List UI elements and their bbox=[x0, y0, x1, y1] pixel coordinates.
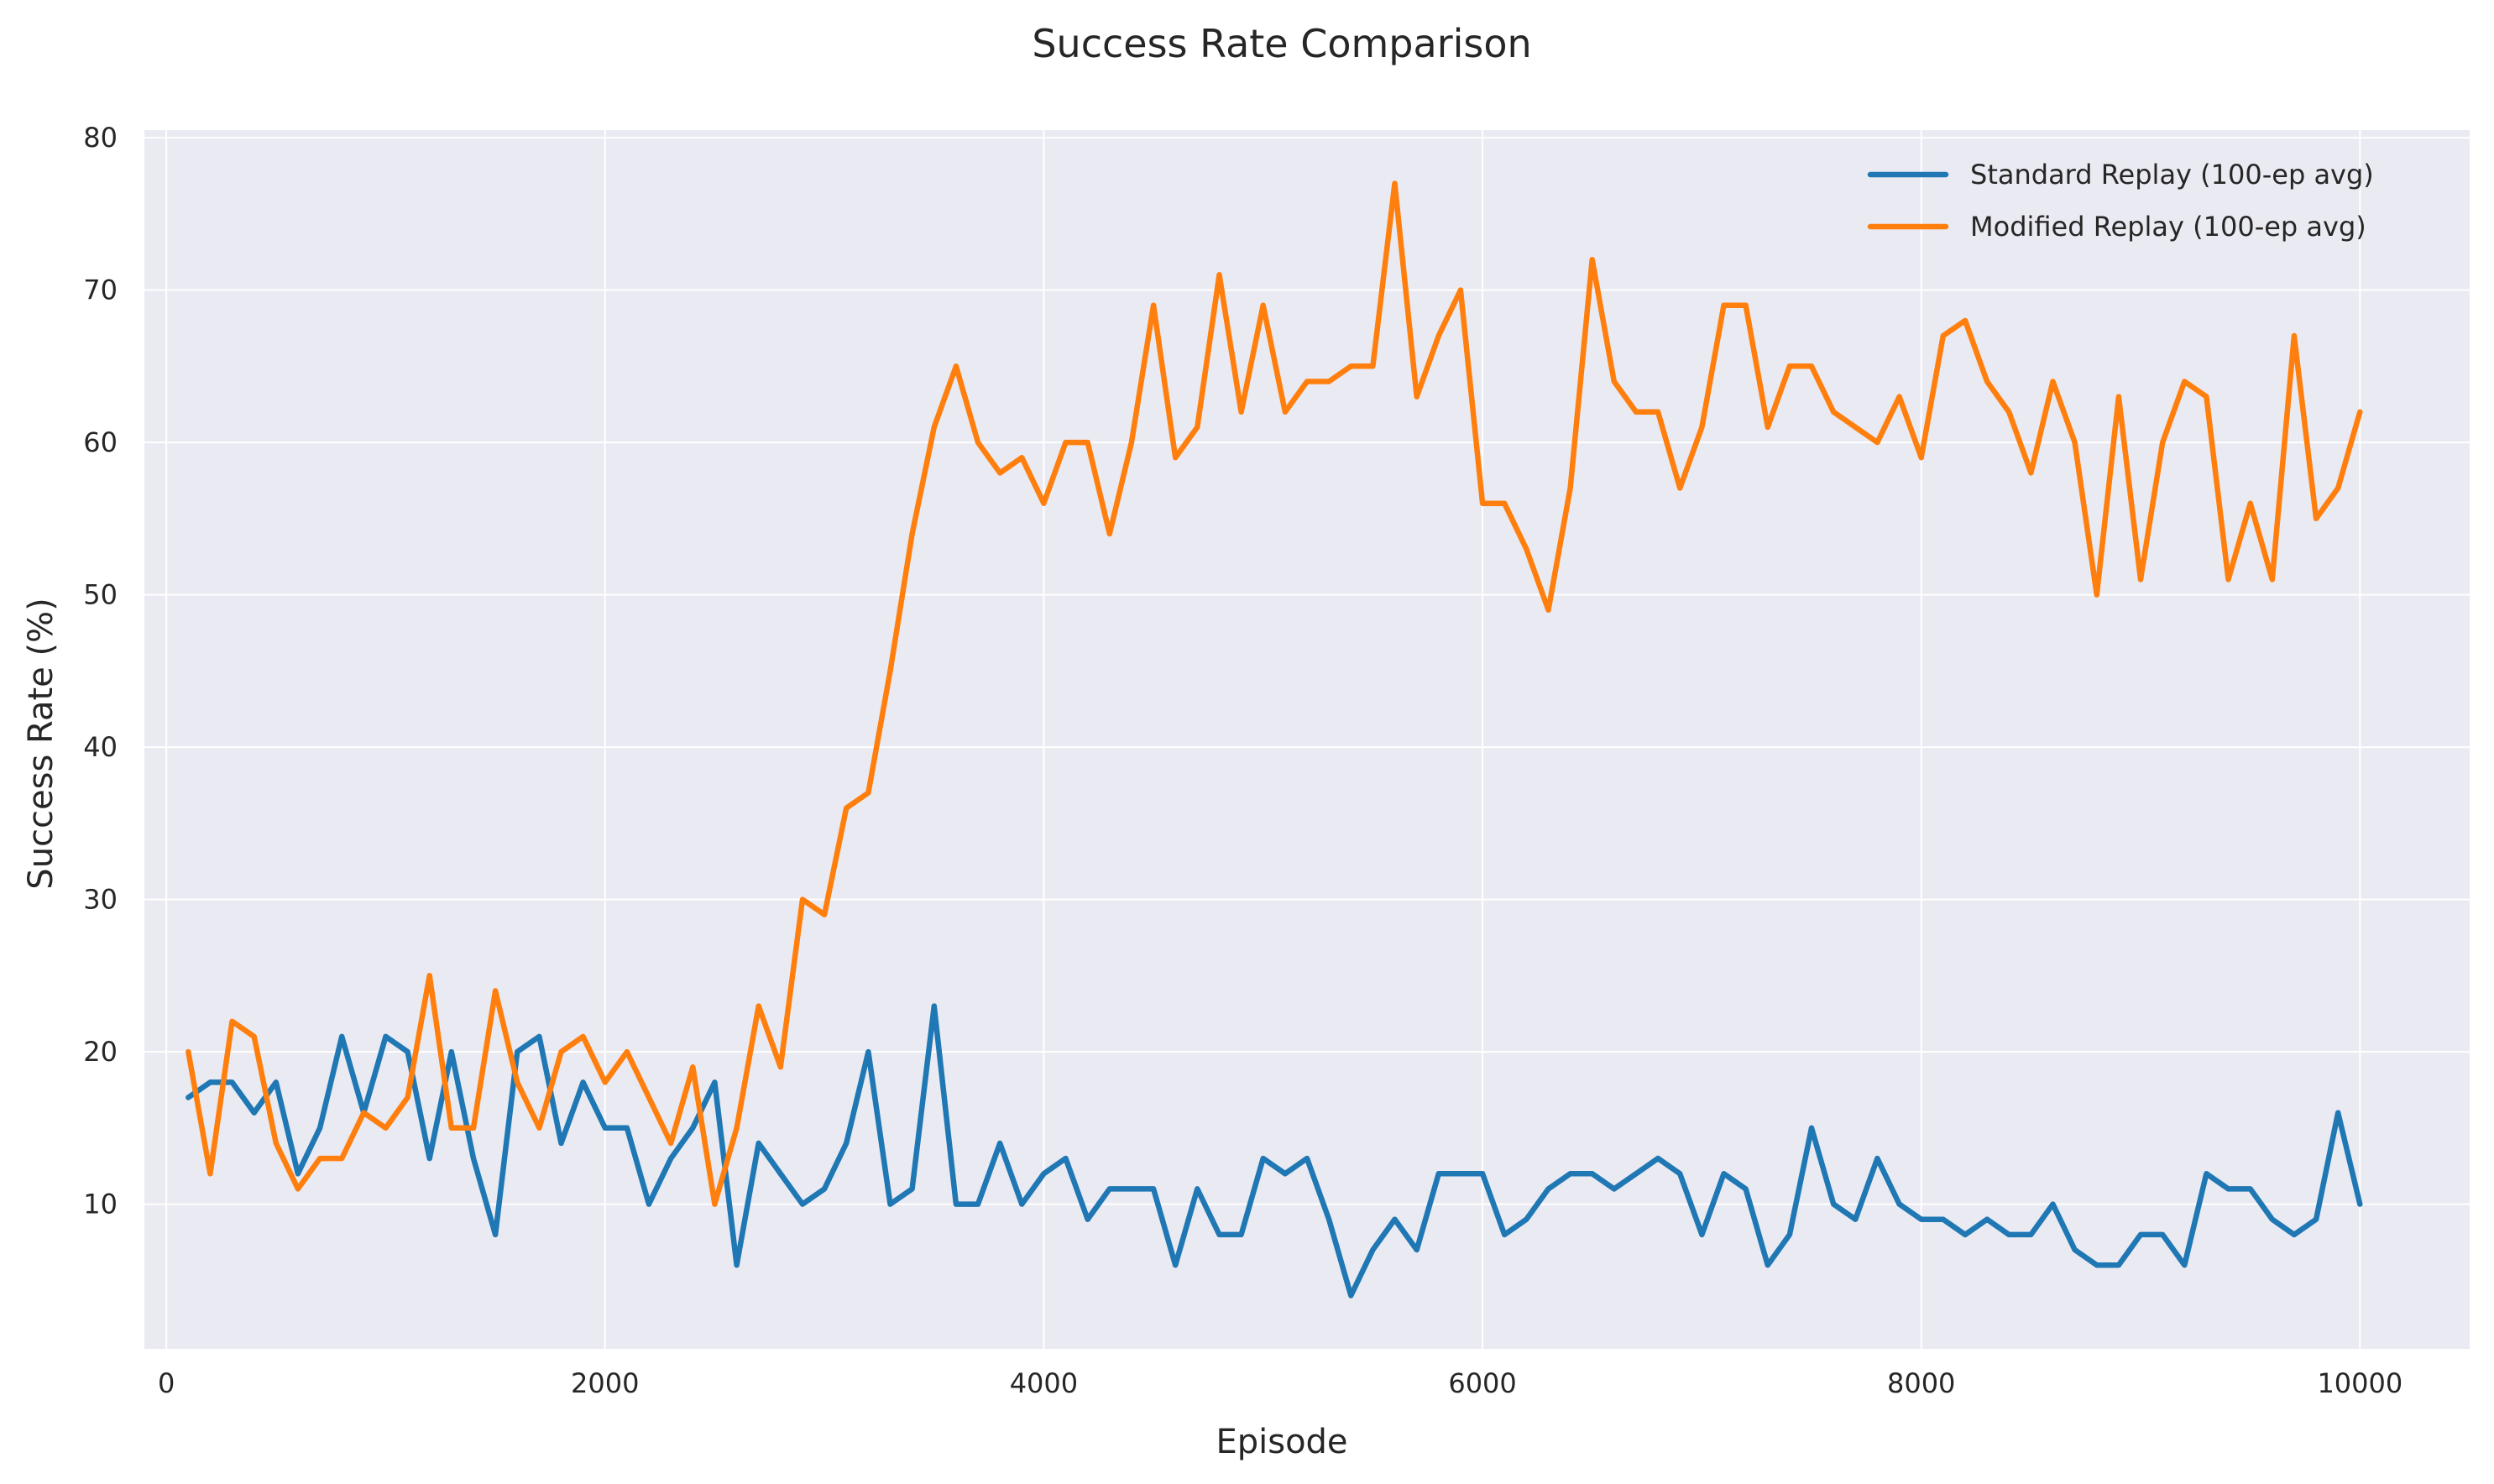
y-tick-label: 70 bbox=[83, 274, 118, 306]
y-axis-label: Success Rate (%) bbox=[22, 598, 60, 889]
chart-title: Success Rate Comparison bbox=[1032, 21, 1531, 66]
x-tick-label: 2000 bbox=[571, 1367, 639, 1399]
y-tick-label: 50 bbox=[83, 579, 118, 611]
x-tick-label: 0 bbox=[158, 1367, 175, 1399]
y-tick-label: 10 bbox=[83, 1189, 118, 1220]
y-tick-label: 40 bbox=[83, 731, 118, 763]
y-tick-label: 60 bbox=[83, 426, 118, 458]
y-tick-label: 20 bbox=[83, 1036, 118, 1068]
x-tick-label: 6000 bbox=[1448, 1367, 1516, 1399]
legend-label-standard: Standard Replay (100-ep avg) bbox=[1970, 159, 2374, 191]
legend-label-modified: Modified Replay (100-ep avg) bbox=[1970, 211, 2366, 243]
y-tick-label: 80 bbox=[83, 122, 118, 154]
plot-area bbox=[144, 130, 2470, 1349]
x-axis-ticks: 0 2000 4000 6000 8000 10000 bbox=[158, 1367, 2403, 1399]
series-lines bbox=[186, 180, 2363, 1298]
x-tick-label: 10000 bbox=[2317, 1367, 2403, 1399]
x-tick-label: 8000 bbox=[1887, 1367, 1955, 1399]
y-tick-label: 30 bbox=[83, 884, 118, 916]
grid-lines bbox=[144, 130, 2470, 1349]
x-axis-label: Episode bbox=[1216, 1423, 1347, 1461]
series-line-modified bbox=[186, 180, 2363, 1207]
x-tick-label: 4000 bbox=[1010, 1367, 1078, 1399]
legend: Standard Replay (100-ep avg) Modified Re… bbox=[1867, 159, 2374, 243]
y-axis-ticks: 10 20 30 40 50 60 70 80 bbox=[83, 122, 118, 1220]
